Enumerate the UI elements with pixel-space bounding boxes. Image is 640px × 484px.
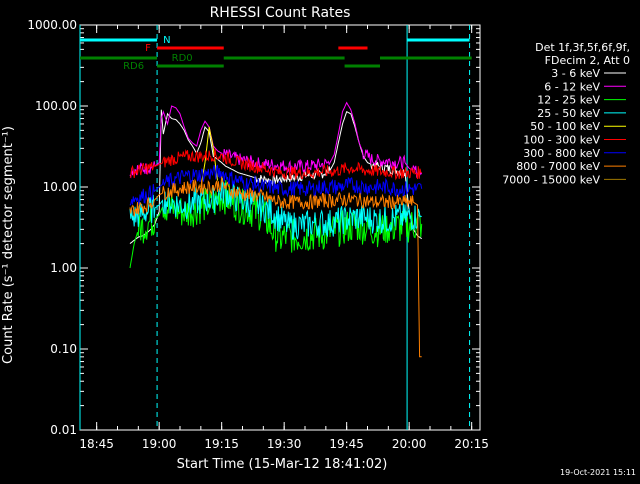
legend-header-line: FDecim 2, Att 0 <box>545 54 630 67</box>
series-line-6-12-kev <box>129 101 423 179</box>
legend-label-3-6-kev: 3 - 6 keV <box>551 67 600 80</box>
legend-label-300-800-kev: 300 - 800 keV <box>523 147 600 160</box>
x-tick-label: 20:00 <box>392 437 427 451</box>
plot-area: 0.01 0.10 1.00 10.00 100.00 1000.00 18:45 19:00… <box>27 18 489 451</box>
legend-label-800-7000-kev: 800 - 7000 keV <box>516 160 600 173</box>
series-group <box>129 101 423 358</box>
x-tick-label: 19:00 <box>142 437 177 451</box>
legend-label-100-300-kev: 100 - 300 keV <box>523 134 600 147</box>
flag-label-f: F <box>145 43 151 54</box>
x-tick-label: 20:15 <box>454 437 489 451</box>
series-line-3-6-kev <box>129 109 422 244</box>
x-tick-label: 19:15 <box>204 437 239 451</box>
legend-label-25-50-kev: 25 - 50 keV <box>537 107 600 120</box>
x-axis-label: Start Time (15-Mar-12 18:41:02) <box>177 457 388 472</box>
y-tick-label: 1.00 <box>50 261 77 275</box>
y-axis-label: Count Rate (s⁻¹ detector segment⁻¹) <box>1 126 16 364</box>
legend-label-50-100-kev: 50 - 100 keV <box>530 120 600 133</box>
flag-label-rd6: RD6 <box>123 61 144 72</box>
flag-label-rd0: RD0 <box>172 53 193 64</box>
series-line-100-300-kev <box>129 148 422 181</box>
y-tick-label: 0.10 <box>50 342 77 356</box>
legend-header-line: Det 1f,3f,5f,6f,9f, <box>535 41 630 54</box>
x-tick-label: 18:45 <box>79 437 114 451</box>
footer-date: 19-Oct-2021 15:11 <box>560 468 636 477</box>
legend-label-7000-15000-kev: 7000 - 15000 keV <box>502 173 600 186</box>
y-tick-label: 100.00 <box>35 99 77 113</box>
x-tick-label: 19:45 <box>329 437 364 451</box>
legend-label-6-12-kev: 6 - 12 keV <box>544 80 600 93</box>
flag-label-n: N <box>163 35 170 46</box>
y-tick-label: 1000.00 <box>27 18 77 32</box>
y-tick-label: 10.00 <box>43 180 77 194</box>
legend: Det 1f,3f,5f,6f,9f,FDecim 2, Att 03 - 6 … <box>502 41 630 186</box>
legend-label-12-25-kev: 12 - 25 keV <box>537 94 600 107</box>
chart-title: RHESSI Count Rates <box>210 5 351 21</box>
series-line-25-50-kev <box>129 178 422 240</box>
x-tick-label: 19:30 <box>267 437 302 451</box>
series-line-300-800-kev <box>129 164 423 206</box>
y-tick-label: 0.01 <box>50 423 77 437</box>
series-line-800-7000-kev <box>129 176 422 358</box>
